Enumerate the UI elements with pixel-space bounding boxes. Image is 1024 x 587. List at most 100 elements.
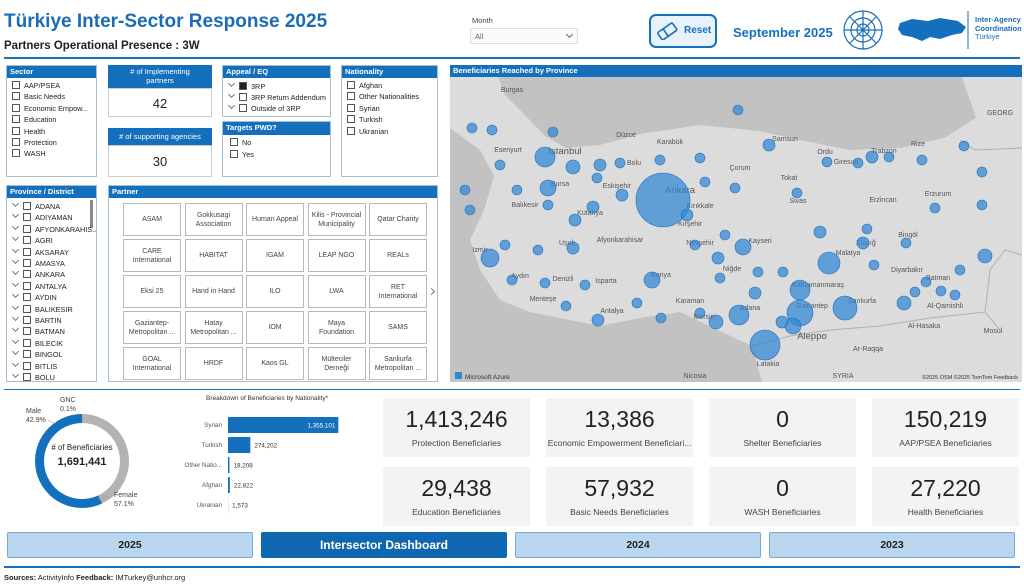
expand-chevron[interactable] [11, 256, 20, 265]
partner-tile[interactable]: Gokkusagi Association [184, 203, 243, 236]
list-item[interactable]: BILECIK [11, 336, 63, 348]
nav-tab[interactable]: Intersector Dashboard [261, 532, 507, 558]
list-item[interactable]: WASH [12, 149, 46, 158]
list-item[interactable]: No [230, 138, 251, 147]
checkbox[interactable] [239, 104, 247, 112]
expand-chevron[interactable] [227, 101, 236, 110]
expand-chevron[interactable] [11, 234, 20, 242]
footer-link[interactable]: IMTurkey@unhcr.org [115, 573, 186, 582]
nav-tab[interactable]: 2025 [7, 532, 253, 558]
checkbox[interactable] [12, 138, 20, 146]
expand-chevron[interactable] [227, 79, 236, 88]
checkbox[interactable] [23, 213, 31, 222]
checkbox[interactable] [23, 373, 31, 381]
partner-tile[interactable]: REALs [369, 239, 427, 272]
nav-tab[interactable]: 2024 [515, 532, 761, 558]
checkbox[interactable] [12, 149, 20, 158]
list-item[interactable]: BARTIN [11, 313, 62, 325]
checkbox[interactable] [230, 138, 238, 146]
partner-tile[interactable]: GOAL International [123, 347, 181, 380]
partner-tile[interactable]: Sanliurfa Metropolitan ... [369, 347, 427, 380]
list-item[interactable]: AYDIN [11, 291, 57, 302]
next-arrow[interactable] [427, 287, 436, 296]
list-item[interactable]: AAP/PSEA [12, 81, 60, 90]
list-item[interactable]: Health [12, 126, 45, 136]
checkbox[interactable] [23, 202, 31, 210]
list-item[interactable]: Outside of 3RP [227, 101, 300, 113]
partner-tile[interactable]: Hand in Hand [184, 275, 243, 308]
checkbox[interactable] [12, 115, 20, 124]
checkbox[interactable] [347, 103, 355, 112]
list-item[interactable]: BINGOL [11, 348, 63, 359]
checkbox[interactable] [347, 126, 355, 135]
checkbox[interactable] [12, 103, 20, 112]
partner-tile[interactable]: Gaziantep-Metropolitan ... [123, 311, 181, 344]
checkbox[interactable] [239, 93, 247, 101]
checkbox[interactable] [12, 92, 20, 101]
expand-chevron[interactable] [11, 291, 20, 299]
expand-chevron[interactable] [11, 268, 20, 276]
list-item[interactable]: AKSARAY [11, 245, 69, 257]
list-item[interactable]: AFYONKARAHIS... [11, 222, 96, 234]
reset-button[interactable]: Reset [649, 14, 717, 48]
checkbox[interactable] [347, 81, 355, 89]
list-item[interactable]: Yes [230, 149, 254, 159]
partner-tile[interactable]: Kaos GL [246, 347, 304, 380]
expand-chevron[interactable] [11, 325, 20, 333]
checkbox[interactable] [12, 81, 20, 89]
partner-tile[interactable]: HABITAT [184, 239, 243, 272]
list-item[interactable]: ANKARA [11, 268, 65, 279]
list-item[interactable]: 3RP Return Addendum [227, 90, 326, 102]
list-item[interactable]: AMASYA [11, 256, 65, 268]
expand-chevron[interactable] [11, 370, 20, 379]
checkbox[interactable] [23, 361, 31, 370]
partner-tile[interactable]: Mülteciler Derneği [307, 347, 366, 380]
checkbox[interactable] [23, 281, 31, 290]
partner-tile[interactable]: ILO [246, 275, 304, 308]
checkbox[interactable] [12, 126, 20, 135]
checkbox[interactable] [23, 224, 31, 233]
expand-chevron[interactable] [227, 90, 236, 99]
list-item[interactable]: ADIYAMAN [11, 211, 73, 222]
expand-chevron[interactable] [11, 279, 20, 287]
list-item[interactable]: BOLU [11, 370, 55, 381]
nav-tab[interactable]: 2023 [769, 532, 1015, 558]
expand-chevron[interactable] [11, 302, 20, 310]
expand-chevron[interactable] [11, 199, 20, 208]
scrollbar[interactable] [90, 200, 93, 228]
list-item[interactable]: Other Nationalities [347, 92, 419, 101]
partner-tile[interactable]: LEAP NGO [307, 239, 366, 272]
checkbox[interactable] [23, 259, 31, 267]
expand-chevron[interactable] [11, 348, 20, 356]
list-item[interactable]: BITLIS [11, 359, 57, 371]
month-dropdown[interactable]: All [470, 28, 578, 44]
partner-tile[interactable]: RET International [369, 275, 427, 308]
checkbox[interactable] [23, 270, 31, 279]
list-item[interactable]: BALIKESIR [11, 302, 73, 314]
partner-tile[interactable]: IOM [246, 311, 304, 344]
checkbox[interactable] [23, 350, 31, 359]
partner-tile[interactable]: ASAM [123, 203, 181, 236]
list-item[interactable]: BATMAN [11, 325, 65, 336]
list-item[interactable]: 3RP [227, 79, 265, 91]
list-item[interactable]: Turkish [347, 115, 383, 124]
list-item[interactable]: Ukranian [347, 126, 388, 136]
expand-chevron[interactable] [11, 222, 20, 230]
expand-chevron[interactable] [11, 211, 20, 219]
partner-tile[interactable]: Qatar Charity [369, 203, 427, 236]
expand-chevron[interactable] [11, 245, 20, 253]
checkbox[interactable] [239, 82, 247, 90]
partner-tile[interactable]: Maya Foundation [307, 311, 366, 344]
partner-tile[interactable]: SAMS [369, 311, 427, 344]
partner-tile[interactable]: CARE International [123, 239, 181, 272]
list-item[interactable]: Economic Empow... [12, 103, 88, 113]
expand-chevron[interactable] [11, 359, 20, 367]
partner-tile[interactable]: Hatay Metropolitan ... [184, 311, 243, 344]
checkbox[interactable] [347, 92, 355, 101]
expand-chevron[interactable] [11, 313, 20, 322]
list-item[interactable]: Protection [12, 138, 57, 147]
list-item[interactable]: Afghan [347, 81, 382, 90]
list-item[interactable]: Syrian [347, 103, 380, 113]
list-item[interactable]: ANTALYA [11, 279, 67, 291]
partner-tile[interactable]: Eksi 25 [123, 275, 181, 308]
